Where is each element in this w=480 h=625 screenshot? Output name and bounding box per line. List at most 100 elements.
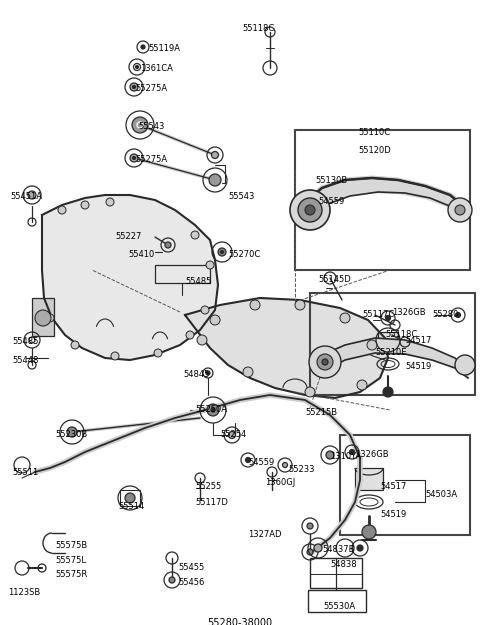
Text: 1360GJ: 1360GJ — [265, 478, 295, 487]
Circle shape — [220, 251, 224, 254]
Text: 55511: 55511 — [12, 468, 38, 477]
Circle shape — [383, 387, 393, 397]
Circle shape — [35, 310, 51, 326]
Circle shape — [283, 462, 288, 468]
Text: 55210E: 55210E — [375, 348, 407, 357]
Text: 55410: 55410 — [128, 250, 154, 259]
Circle shape — [209, 174, 221, 186]
Circle shape — [71, 341, 79, 349]
Circle shape — [250, 300, 260, 310]
Circle shape — [228, 431, 236, 439]
Circle shape — [125, 493, 135, 503]
Circle shape — [111, 352, 119, 360]
Text: 55280: 55280 — [432, 310, 458, 319]
Circle shape — [298, 198, 322, 222]
Text: 55145D: 55145D — [318, 275, 351, 284]
Circle shape — [357, 380, 367, 390]
Bar — [120, 490, 140, 506]
Text: 55117D: 55117D — [195, 498, 228, 507]
Circle shape — [201, 306, 209, 314]
Circle shape — [165, 242, 171, 248]
Bar — [355, 468, 383, 490]
Circle shape — [455, 205, 465, 215]
Text: 55575B: 55575B — [55, 541, 87, 550]
Text: 55543: 55543 — [228, 192, 254, 201]
Circle shape — [305, 387, 315, 397]
Text: 55120D: 55120D — [358, 146, 391, 155]
Bar — [340, 435, 470, 535]
Text: 55119A: 55119A — [148, 44, 180, 53]
Circle shape — [210, 315, 220, 325]
Circle shape — [456, 312, 460, 318]
Text: 1361CA: 1361CA — [140, 64, 173, 73]
Circle shape — [362, 525, 376, 539]
Circle shape — [455, 355, 475, 375]
Text: 55451A: 55451A — [10, 192, 42, 201]
Text: 55575R: 55575R — [55, 570, 87, 579]
Circle shape — [130, 83, 138, 91]
Circle shape — [314, 544, 322, 552]
Bar — [155, 265, 210, 283]
Text: 55456: 55456 — [178, 578, 204, 587]
Text: 54519: 54519 — [405, 362, 431, 371]
Circle shape — [132, 156, 135, 159]
Text: 1326GB: 1326GB — [392, 308, 426, 317]
Text: 55118C: 55118C — [242, 24, 274, 33]
Bar — [308, 590, 366, 612]
Circle shape — [154, 349, 162, 357]
Circle shape — [197, 335, 207, 345]
Text: 55110C: 55110C — [358, 128, 390, 137]
Circle shape — [169, 577, 175, 583]
Bar — [310, 558, 362, 588]
Text: 54517: 54517 — [380, 482, 407, 491]
Circle shape — [186, 331, 194, 339]
Text: 55117C: 55117C — [362, 310, 394, 319]
Text: 54837B: 54837B — [322, 545, 355, 554]
Circle shape — [385, 316, 391, 321]
Text: 54838: 54838 — [330, 560, 357, 569]
Text: 54517: 54517 — [405, 336, 432, 345]
Text: 55485: 55485 — [12, 337, 38, 346]
Text: 55233: 55233 — [288, 465, 314, 474]
Circle shape — [141, 45, 145, 49]
Text: 55270C: 55270C — [228, 250, 260, 259]
Text: 54559: 54559 — [248, 458, 274, 467]
Bar — [378, 332, 398, 348]
Circle shape — [191, 231, 199, 239]
Text: 1326GB: 1326GB — [355, 450, 389, 459]
Bar — [295, 130, 470, 270]
Circle shape — [211, 408, 215, 412]
Text: 54845: 54845 — [183, 370, 209, 379]
Text: 55530A: 55530A — [323, 602, 355, 611]
Circle shape — [295, 300, 305, 310]
Text: 54503A: 54503A — [425, 490, 457, 499]
Text: 55575L: 55575L — [55, 556, 86, 565]
Circle shape — [245, 458, 251, 462]
Circle shape — [130, 154, 138, 162]
Circle shape — [135, 66, 139, 69]
Circle shape — [322, 359, 328, 365]
Text: 55118C: 55118C — [385, 330, 417, 339]
Circle shape — [309, 346, 341, 378]
Text: 55254: 55254 — [220, 430, 246, 439]
Circle shape — [46, 314, 54, 322]
Text: 55514: 55514 — [118, 502, 144, 511]
Circle shape — [67, 427, 77, 437]
Circle shape — [305, 205, 315, 215]
Text: 55275A: 55275A — [135, 155, 167, 164]
Circle shape — [326, 451, 334, 459]
Circle shape — [58, 206, 66, 214]
Circle shape — [290, 190, 330, 230]
Circle shape — [340, 313, 350, 323]
Circle shape — [207, 404, 219, 416]
Bar — [32, 298, 54, 336]
Circle shape — [349, 449, 355, 454]
Text: 54559: 54559 — [318, 197, 344, 206]
Text: 55255: 55255 — [195, 482, 221, 491]
Circle shape — [218, 248, 226, 256]
Text: 55130B: 55130B — [315, 176, 347, 185]
Circle shape — [367, 340, 377, 350]
Circle shape — [307, 523, 313, 529]
Text: 1310YA: 1310YA — [330, 452, 361, 461]
Circle shape — [317, 354, 333, 370]
